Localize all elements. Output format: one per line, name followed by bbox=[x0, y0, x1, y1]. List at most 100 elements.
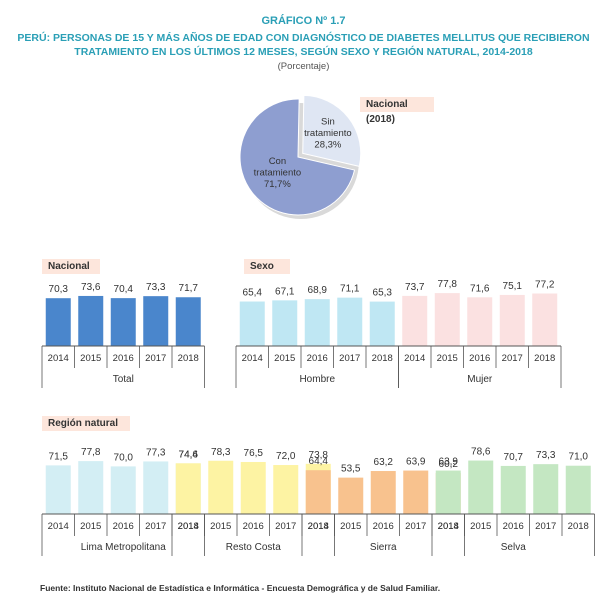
tick-label-lima-metropolitana-2017: 2017 bbox=[145, 521, 166, 532]
bar-value-sierra-2016: 63,2 bbox=[374, 457, 394, 468]
tick-label-mujer-2017: 2017 bbox=[502, 353, 523, 364]
bar-value-mujer-2018: 77,2 bbox=[535, 280, 555, 291]
bar-selva-2018 bbox=[565, 465, 591, 514]
tick-label-resto-costa-2015: 2015 bbox=[210, 521, 231, 532]
tick-label-sierra-2014: 2014 bbox=[308, 521, 329, 532]
figure-number: GRÁFICO Nº 1.7 bbox=[261, 15, 346, 27]
bar-value-mujer-2016: 71,6 bbox=[470, 283, 490, 294]
bar-value-hombre-2016: 68,9 bbox=[308, 285, 328, 296]
bar-value-selva-2014: 63,9 bbox=[439, 457, 459, 468]
group-label-resto-costa: Resto Costa bbox=[226, 542, 281, 553]
bar-sierra-2017 bbox=[403, 470, 429, 514]
bar-value-total-2017: 73,3 bbox=[146, 282, 166, 293]
bar-resto-costa-2016 bbox=[240, 461, 266, 514]
bar-selva-2015 bbox=[468, 460, 494, 514]
bar-hombre-2017 bbox=[337, 297, 363, 346]
tick-label-resto-costa-2018: 2018 bbox=[308, 521, 329, 532]
bar-lima-metropolitana-2017 bbox=[143, 461, 169, 514]
bar-mujer-2018 bbox=[532, 293, 558, 346]
tick-label-mujer-2014: 2014 bbox=[404, 353, 425, 364]
tag-nacional-2018: Nacional (2018) bbox=[360, 97, 434, 125]
bar-lima-metropolitana-2015 bbox=[78, 461, 104, 514]
bar-total-2018 bbox=[175, 297, 201, 346]
bar-hombre-2015 bbox=[272, 300, 298, 346]
source-note: Fuente: Instituto Nacional de Estadístic… bbox=[40, 583, 441, 593]
bar-value-total-2015: 73,6 bbox=[81, 282, 101, 293]
tick-label-mujer-2016: 2016 bbox=[469, 353, 490, 364]
tick-label-total-2016: 2016 bbox=[113, 353, 134, 364]
bar-value-resto-costa-2016: 76,5 bbox=[244, 448, 264, 459]
bar-value-mujer-2017: 75,1 bbox=[503, 281, 523, 292]
tag-nacional: Nacional bbox=[42, 259, 100, 274]
bar-value-hombre-2014: 65,4 bbox=[243, 288, 263, 299]
bar-mujer-2014 bbox=[402, 295, 428, 346]
bar-value-total-2014: 70,3 bbox=[49, 284, 69, 295]
tick-label-lima-metropolitana-2016: 2016 bbox=[113, 521, 134, 532]
tick-label-selva-2017: 2017 bbox=[535, 521, 556, 532]
bar-value-resto-costa-2014: 74,6 bbox=[179, 449, 199, 460]
bar-hombre-2016 bbox=[304, 299, 330, 346]
bar-value-total-2018: 71,7 bbox=[179, 283, 199, 294]
tick-label-selva-2015: 2015 bbox=[470, 521, 491, 532]
tick-label-mujer-2015: 2015 bbox=[437, 353, 458, 364]
tick-label-sierra-2016: 2016 bbox=[373, 521, 394, 532]
bar-hombre-2018 bbox=[369, 301, 395, 346]
tag-region-natural: Región natural bbox=[42, 416, 130, 431]
tick-label-total-2018: 2018 bbox=[178, 353, 199, 364]
group-label-mujer: Mujer bbox=[467, 374, 493, 385]
bar-value-selva-2017: 73,3 bbox=[536, 450, 556, 461]
bar-value-selva-2016: 70,7 bbox=[504, 452, 524, 463]
bar-sierra-2016 bbox=[370, 471, 396, 514]
pie-label-con-1: tratamiento bbox=[254, 168, 302, 179]
bar-value-lima-metropolitana-2018: 74,4 bbox=[179, 449, 199, 460]
bar-value-lima-metropolitana-2017: 77,3 bbox=[146, 447, 166, 458]
chart-title-line-2: TRATAMIENTO EN LOS ÚLTIMOS 12 MESES, SEG… bbox=[74, 46, 533, 58]
chart-title: PERÚ: PERSONAS DE 15 Y MÁS AÑOS DE EDAD … bbox=[0, 31, 607, 59]
bar-sierra-2015 bbox=[338, 477, 364, 514]
tick-label-selva-2014: 2014 bbox=[438, 521, 459, 532]
bar-lima-metropolitana-2016 bbox=[110, 466, 136, 514]
tick-label-hombre-2014: 2014 bbox=[242, 353, 263, 364]
bar-value-sierra-2014: 64,4 bbox=[309, 456, 329, 467]
pie-slice-con-tratamiento bbox=[239, 98, 356, 216]
bar-total-2017 bbox=[143, 296, 169, 346]
tick-label-hombre-2018: 2018 bbox=[372, 353, 393, 364]
tick-label-hombre-2016: 2016 bbox=[307, 353, 328, 364]
tick-label-sierra-2015: 2015 bbox=[340, 521, 361, 532]
bar-value-lima-metropolitana-2015: 77,8 bbox=[81, 447, 101, 458]
bar-mujer-2016 bbox=[467, 297, 493, 346]
group-label-selva: Selva bbox=[501, 542, 526, 553]
tick-label-resto-costa-2017: 2017 bbox=[275, 521, 296, 532]
bar-lima-metropolitana-2014 bbox=[45, 465, 71, 514]
bar-value-mujer-2015: 77,8 bbox=[438, 279, 458, 290]
bar-value-resto-costa-2015: 78,3 bbox=[211, 447, 231, 458]
pie-slice-sin-tratamiento bbox=[302, 94, 362, 167]
bar-value-selva-2018: 71,0 bbox=[569, 452, 589, 463]
bar-value-mujer-2014: 73,7 bbox=[405, 282, 425, 293]
bar-value-lima-metropolitana-2014: 71,5 bbox=[49, 451, 69, 462]
bar-total-2014 bbox=[45, 298, 71, 346]
pie-label-con-2: 71,7% bbox=[264, 179, 291, 190]
chart-unit: (Porcentaje) bbox=[277, 61, 330, 72]
bar-total-2015 bbox=[78, 295, 104, 346]
bar-resto-costa-2014 bbox=[175, 463, 201, 514]
group-label-hombre: Hombre bbox=[299, 374, 335, 385]
tick-label-total-2014: 2014 bbox=[48, 353, 69, 364]
tick-label-mujer-2018: 2018 bbox=[534, 353, 555, 364]
tick-label-sierra-2018: 2018 bbox=[438, 521, 459, 532]
bar-value-hombre-2015: 67,1 bbox=[275, 286, 295, 297]
bar-value-resto-costa-2018: 73,8 bbox=[309, 450, 329, 461]
pie-label-sin-1: tratamiento bbox=[304, 128, 352, 139]
bar-selva-2017 bbox=[533, 464, 559, 514]
tick-label-sierra-2017: 2017 bbox=[405, 521, 426, 532]
tick-label-lima-metropolitana-2018: 2018 bbox=[178, 521, 199, 532]
bar-selva-2016 bbox=[500, 465, 526, 514]
pie-label-sin-2: 28,3% bbox=[314, 140, 341, 151]
pie-label-con-0: Con bbox=[269, 156, 286, 167]
tick-label-hombre-2017: 2017 bbox=[339, 353, 360, 364]
bar-total-2016 bbox=[110, 298, 136, 346]
bar-value-total-2016: 70,4 bbox=[114, 284, 134, 295]
bar-resto-costa-2017 bbox=[273, 465, 299, 514]
tick-label-selva-2016: 2016 bbox=[503, 521, 524, 532]
